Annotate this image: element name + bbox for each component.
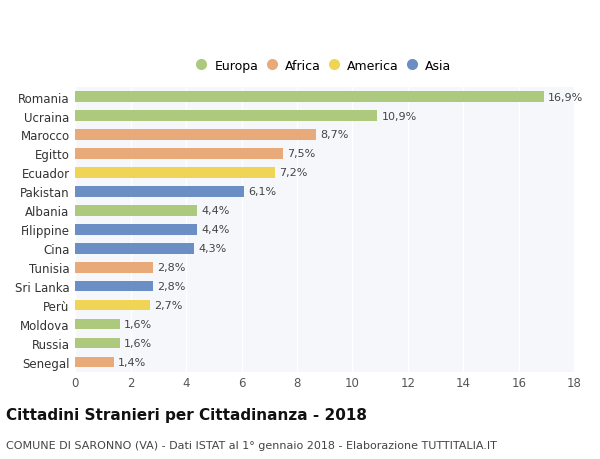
Text: 4,4%: 4,4% bbox=[202, 225, 230, 235]
Text: 2,7%: 2,7% bbox=[154, 301, 182, 311]
Text: 8,7%: 8,7% bbox=[320, 130, 349, 140]
Text: 1,4%: 1,4% bbox=[118, 358, 146, 367]
Bar bbox=[75, 319, 119, 330]
Text: 1,6%: 1,6% bbox=[124, 319, 152, 330]
Bar bbox=[75, 168, 275, 178]
Bar bbox=[75, 187, 244, 197]
Bar bbox=[75, 281, 153, 292]
Text: 4,4%: 4,4% bbox=[202, 206, 230, 216]
Text: 7,5%: 7,5% bbox=[287, 149, 316, 159]
Text: Cittadini Stranieri per Cittadinanza - 2018: Cittadini Stranieri per Cittadinanza - 2… bbox=[6, 407, 367, 422]
Bar bbox=[75, 224, 197, 235]
Bar bbox=[75, 357, 114, 368]
Bar bbox=[75, 130, 316, 140]
Legend: Europa, Africa, America, Asia: Europa, Africa, America, Asia bbox=[199, 60, 451, 73]
Bar bbox=[75, 244, 194, 254]
Bar bbox=[75, 338, 119, 349]
Text: 6,1%: 6,1% bbox=[248, 187, 277, 197]
Bar bbox=[75, 149, 283, 159]
Text: 7,2%: 7,2% bbox=[279, 168, 307, 178]
Bar bbox=[75, 300, 150, 311]
Bar bbox=[75, 111, 377, 122]
Text: COMUNE DI SARONNO (VA) - Dati ISTAT al 1° gennaio 2018 - Elaborazione TUTTITALIA: COMUNE DI SARONNO (VA) - Dati ISTAT al 1… bbox=[6, 440, 497, 450]
Text: 4,3%: 4,3% bbox=[199, 244, 227, 254]
Bar bbox=[75, 263, 153, 273]
Text: 2,8%: 2,8% bbox=[157, 263, 185, 273]
Bar bbox=[75, 92, 544, 102]
Text: 16,9%: 16,9% bbox=[548, 92, 583, 102]
Bar bbox=[75, 206, 197, 216]
Text: 2,8%: 2,8% bbox=[157, 282, 185, 291]
Text: 1,6%: 1,6% bbox=[124, 338, 152, 348]
Text: 10,9%: 10,9% bbox=[382, 111, 417, 121]
